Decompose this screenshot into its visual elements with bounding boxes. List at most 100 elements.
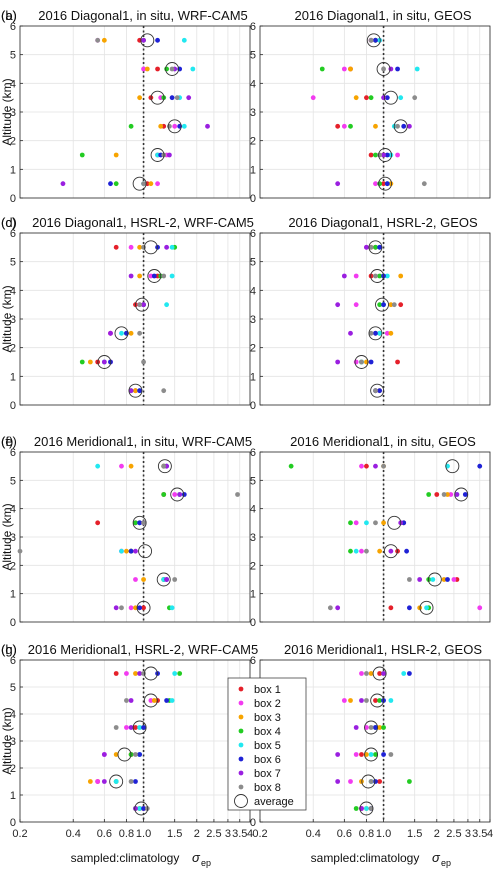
y-axis-label: Altitude (km) — [0, 78, 14, 145]
data-point-box-8 — [95, 37, 101, 43]
y-tick-label: 6 — [250, 447, 256, 459]
data-point-box-3 — [141, 577, 146, 582]
data-point-box-4 — [348, 123, 353, 129]
data-point-box-3 — [353, 95, 359, 101]
data-point-box-8 — [368, 779, 374, 784]
data-point-box-7 — [205, 123, 210, 129]
data-point-box-6 — [462, 492, 468, 497]
average-marker — [370, 269, 385, 283]
y-tick-label: 2 — [10, 343, 16, 355]
x-tick-label: 0.4 — [66, 828, 81, 840]
data-point-box-6 — [137, 520, 143, 526]
data-point-box-8 — [141, 520, 146, 526]
x-tick-label: 3.5 — [232, 828, 247, 840]
y-axis-label: Altitude (km) — [0, 707, 14, 774]
average-marker — [393, 119, 408, 134]
data-point-box-8 — [377, 152, 383, 158]
data-point-box-7 — [381, 152, 386, 158]
data-point-box-2 — [353, 302, 359, 308]
data-point-box-5 — [398, 95, 404, 101]
data-point-box-6 — [373, 37, 378, 43]
data-point-box-8 — [161, 388, 167, 394]
y-tick-label: 4 — [10, 78, 16, 90]
average-marker — [370, 693, 385, 708]
data-point-box-4 — [348, 520, 353, 526]
data-point-box-7 — [353, 725, 359, 730]
legend: box 1 box 2 box 3 box 4 box 5 box 6 box 7 box 8… — [227, 677, 307, 811]
data-point-box-1 — [398, 302, 404, 308]
data-point-box-4 — [368, 95, 374, 101]
average-marker — [170, 487, 185, 502]
data-point-box-5 — [414, 66, 420, 72]
data-point-box-5 — [388, 698, 394, 703]
data-point-box-5 — [368, 752, 374, 757]
data-point-box-7 — [141, 302, 146, 308]
data-point-box-4 — [373, 152, 378, 158]
data-point-box-7 — [335, 302, 341, 308]
y-tick-label: 1 — [10, 164, 16, 176]
data-point-box-8 — [161, 463, 167, 469]
data-point-box-6 — [137, 752, 143, 757]
data-point-box-6 — [137, 605, 143, 611]
average-marker — [143, 240, 158, 255]
data-point-box-8 — [373, 520, 378, 526]
data-point-box-8 — [368, 37, 374, 43]
data-point-box-2 — [172, 123, 178, 129]
data-point-box-3 — [124, 548, 129, 554]
y-tick-label: 5 — [250, 50, 256, 62]
data-point-box-7 — [335, 605, 341, 611]
data-point-box-5 — [137, 725, 143, 730]
x-axis-label: sampled:climatology — [71, 851, 180, 865]
data-point-box-1 — [381, 181, 386, 187]
x-tick-label: 0.6 — [337, 828, 352, 840]
data-point-box-3 — [128, 330, 134, 336]
data-point-box-5 — [181, 37, 187, 43]
y-tick-label: 2 — [250, 560, 256, 572]
data-point-box-1 — [335, 123, 341, 129]
panel-letter: (d) — [1, 215, 17, 230]
data-point-box-1 — [364, 463, 369, 469]
data-point-box-6 — [381, 302, 386, 308]
x-tick-label: 2.5 — [206, 828, 221, 840]
data-point-box-2 — [148, 273, 154, 279]
data-point-box-1 — [377, 671, 383, 676]
data-point-box-5 — [430, 577, 436, 582]
data-point-box-7 — [335, 181, 341, 187]
data-point-box-7 — [128, 273, 134, 279]
data-point-box-3 — [388, 330, 394, 336]
data-point-box-3 — [87, 779, 93, 784]
y-tick-label: 2 — [10, 763, 16, 775]
average-marker — [136, 600, 151, 615]
y-tick-label: 3 — [250, 107, 256, 119]
data-point-box-8 — [395, 123, 400, 129]
data-point-box-6 — [384, 152, 390, 158]
y-tick-label: 3 — [10, 107, 16, 119]
data-point-box-8 — [172, 577, 178, 582]
data-point-box-8 — [364, 698, 369, 703]
x-tick-label: 1.0 — [136, 828, 151, 840]
data-point-box-8 — [421, 181, 427, 187]
data-point-box-5 — [169, 244, 175, 250]
x-axis-symbol: σ — [432, 850, 441, 865]
data-point-box-3 — [113, 752, 119, 757]
panel-title: 2016 Diagonal1, in situ, GEOS — [294, 8, 471, 23]
data-point-box-3 — [368, 671, 374, 676]
y-tick-label: 5 — [10, 475, 16, 487]
y-tick-label: 1 — [250, 371, 256, 383]
data-point-box-3 — [441, 577, 447, 582]
average-marker — [372, 666, 387, 681]
data-point-box-6 — [406, 605, 412, 611]
y-tick-label: 6 — [10, 21, 16, 33]
average-marker — [150, 90, 165, 105]
data-point-box-7 — [186, 95, 192, 101]
average-marker — [157, 459, 172, 474]
data-point-box-7 — [166, 152, 172, 158]
data-point-box-4 — [164, 66, 170, 72]
data-point-box-5 — [137, 806, 143, 811]
y-tick-label: 3 — [10, 532, 16, 544]
data-point-box-2 — [477, 605, 483, 611]
y-tick-label: 0 — [10, 193, 16, 205]
